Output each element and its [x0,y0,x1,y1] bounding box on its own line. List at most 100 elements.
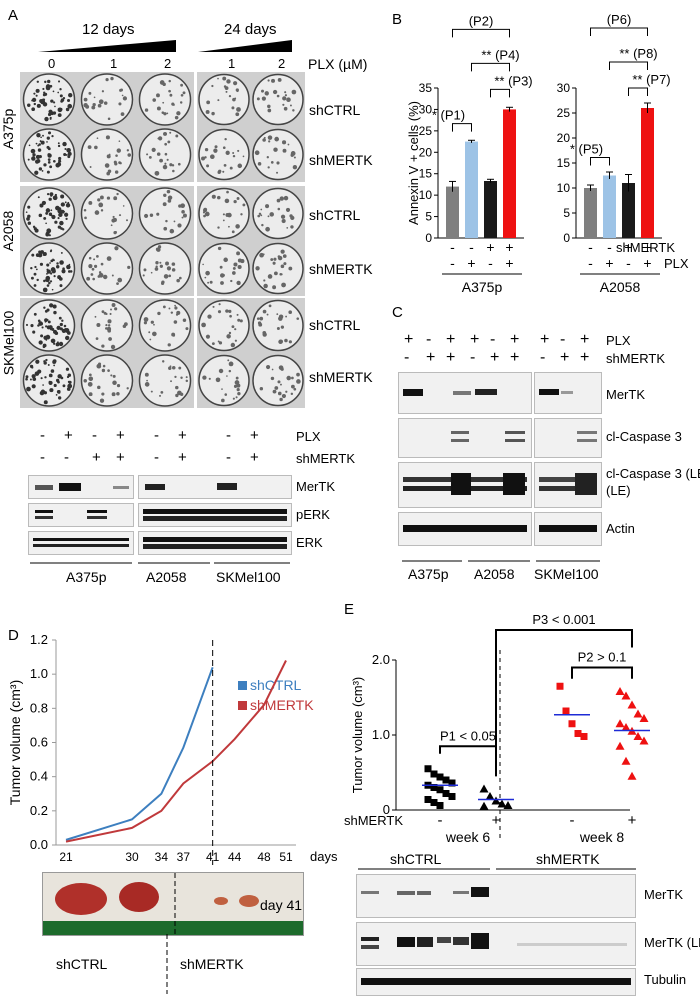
colony-dot [46,141,48,143]
data-point [580,733,588,740]
data-point [424,796,432,803]
colony-dot [217,77,219,80]
colony-dot [289,104,292,107]
colony-dot [214,145,218,149]
colony-dot [292,164,298,170]
colony-dot [285,390,288,393]
colony-dot [291,376,294,380]
colony-dot [233,384,238,388]
colony-dot [164,142,168,146]
colony-dot [63,210,66,213]
colony-dot [43,279,46,283]
colony-dot [239,319,243,323]
dose-label: 0 [48,56,56,71]
colony-dot [280,264,285,269]
blot-a-perk-others [138,503,292,527]
significance-bracket [452,123,472,132]
colony-dot [170,229,173,232]
colony-dot [266,93,269,96]
colony-dot [235,396,238,399]
colony-dot [111,303,116,307]
cell-line-label: A2058 [0,210,17,252]
data-point [479,801,489,810]
sign-shmertk: + [116,449,125,466]
data-point [479,784,489,793]
colony-dot [235,88,239,92]
plate-dish [138,73,192,126]
colony-dot [164,152,168,156]
colony-dot [36,103,41,108]
data-point [424,765,432,773]
sign-plx: - [40,427,45,444]
colony-dot [156,212,160,216]
colony-dot [166,112,169,115]
group-label: A375p [462,279,503,295]
colony-dot [116,192,119,196]
colony-dot [57,217,60,220]
colony-dot [268,304,272,308]
colony-dot [88,256,92,260]
blot-c-shmertk-label: shMERTK [606,351,665,366]
colony-dot [207,314,212,319]
colony-dot [174,306,178,310]
colony-dot [87,381,93,387]
colony-dot [68,380,72,384]
colony-dot [232,154,236,158]
colony-dot [38,213,43,218]
colony-dot [57,380,60,384]
colony-dot [27,205,31,209]
colony-dot [89,373,92,377]
colony-dot [37,148,42,152]
colony-dot [31,97,37,103]
blot-band-label-le: (LE) [606,483,631,498]
colony-dot [108,153,111,156]
colony-dot [42,345,46,349]
data-point [615,687,625,695]
colony-dot [229,166,233,170]
colony-dot [163,193,167,198]
colony-dot [87,145,92,150]
colony-dot [100,209,104,212]
colony-dot [58,341,64,347]
colony-dot [232,271,236,275]
colony-dot [92,277,96,281]
colony-dot [282,103,285,106]
colony-dot [288,340,292,344]
colony-dot [65,153,68,156]
colony-dot [67,99,71,103]
sign-plx: - [154,427,159,444]
colony-dot [98,202,104,208]
y-tick-label: 0.4 [30,769,48,784]
time-label-24: 24 days [224,21,277,38]
colony-dot [165,261,169,266]
blot-c-underlines [402,560,600,562]
sign-shmertk: - [540,349,546,366]
colony-dot [51,134,54,138]
colony-dot [88,201,93,205]
colony-dot [287,143,290,146]
colony-dot [175,313,179,316]
colony-dot [66,328,69,332]
bracket-p3 [495,629,633,777]
colony-dot [57,142,60,145]
panel-letter-e: E [344,601,355,618]
plx-row-label: PLX [664,256,689,271]
colony-dot [163,112,167,116]
colony-dot [259,387,264,391]
colony-dot [236,197,240,200]
colony-dot [59,107,63,111]
colony-dot [57,91,60,94]
colony-dot [267,135,273,140]
colony-dot [237,149,240,152]
colony-dot [292,109,295,112]
colony-dot [235,112,240,117]
colony-dot [279,196,284,201]
colony-dot [151,147,156,152]
colony-dot [259,252,264,258]
colony-dot [42,253,46,257]
colony-dot [52,259,55,262]
colony-dot [159,261,162,264]
colony-dot [211,84,214,88]
colony-dot [46,136,50,140]
y-tick-label: 0.2 [30,803,48,818]
